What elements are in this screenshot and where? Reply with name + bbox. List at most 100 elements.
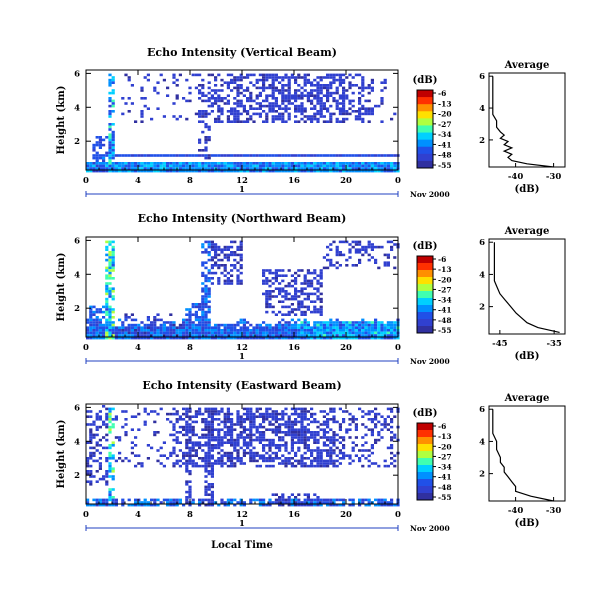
heatmap-cell (111, 425, 115, 429)
heatmap-cell (361, 248, 365, 251)
heatmap-cell (310, 167, 314, 170)
heatmap-cell (338, 331, 342, 335)
heatmap-cell (108, 240, 112, 244)
heatmap-cell (89, 457, 93, 460)
heatmap-cell (345, 428, 349, 431)
heatmap-cell (287, 76, 291, 79)
heatmap-cell (182, 425, 186, 429)
colorbar-swatch (417, 479, 433, 487)
heatmap-cell (306, 501, 310, 504)
heatmap-cell (310, 334, 314, 337)
heatmap-cell (204, 292, 208, 296)
heatmap-cell (265, 117, 269, 121)
heatmap-cell (137, 329, 141, 332)
heatmap-cell (329, 76, 333, 79)
heatmap-cell (367, 428, 371, 431)
heatmap-cell (89, 329, 93, 332)
heatmap-cell (364, 441, 368, 444)
heatmap-cell (358, 323, 362, 327)
heatmap-cell (316, 84, 320, 87)
heatmap-cell (191, 167, 195, 170)
heatmap-cell (175, 326, 179, 329)
heatmap-cell (236, 261, 240, 264)
heatmap-cell (105, 303, 109, 306)
heatmap-cell (118, 438, 122, 442)
heatmap-cell (274, 162, 278, 165)
heatmap-cell (95, 164, 99, 168)
heatmap-cell (162, 336, 166, 340)
heatmap-cell (111, 149, 115, 152)
heatmap-cell (316, 290, 320, 293)
heatmap-cell (198, 321, 202, 324)
heatmap-cell (207, 420, 211, 424)
heatmap-cell (223, 501, 227, 504)
heatmap-cell (156, 154, 160, 157)
heatmap-cell (233, 444, 237, 447)
heatmap-cell (313, 323, 317, 327)
heatmap-cell (223, 454, 227, 457)
heatmap-cell (306, 326, 310, 329)
heatmap-cell (322, 331, 326, 335)
heatmap-cell (316, 420, 320, 424)
heatmap-cell (262, 282, 266, 285)
heatmap-cell (278, 436, 282, 439)
heatmap-cell (380, 415, 384, 418)
heatmap-cell (214, 428, 218, 431)
heatmap-cell (335, 89, 339, 92)
heatmap-cell (210, 240, 214, 244)
heatmap-cell (201, 110, 205, 113)
heatmap-cell (281, 326, 285, 329)
heatmap-cell (361, 107, 365, 110)
heatmap-cell (95, 415, 99, 418)
heatmap-cell (287, 336, 291, 340)
heatmap-cell (220, 78, 224, 82)
heatmap-cell (92, 143, 96, 147)
heatmap-cell (319, 459, 323, 463)
heatmap-cell (156, 334, 160, 337)
heatmap-cell (92, 313, 96, 316)
heatmap-cell (329, 264, 333, 267)
heatmap-cell (172, 81, 176, 84)
heatmap-cell (89, 438, 93, 442)
heatmap-cell (249, 117, 253, 121)
heatmap-cell (274, 444, 278, 447)
heatmap-cell (364, 457, 368, 460)
heatmap-cell (95, 316, 99, 319)
heatmap-cell (262, 436, 266, 439)
heatmap-cell (162, 162, 166, 165)
heatmap-cell (89, 454, 93, 457)
heatmap-cell (111, 321, 115, 324)
heatmap-cell (172, 102, 176, 105)
heatmap-cell (239, 76, 243, 79)
heatmap-cell (86, 326, 90, 329)
heatmap-cell (316, 89, 320, 92)
heatmap-cell (175, 94, 179, 97)
heatmap-cell (124, 316, 128, 319)
heatmap-cell (130, 84, 134, 87)
heatmap-cell (319, 310, 323, 314)
heatmap-cell (207, 410, 211, 413)
heatmap-cell (278, 117, 282, 121)
heatmap-cell (361, 89, 365, 92)
heatmap-cell (201, 433, 205, 437)
heatmap-cell (236, 420, 240, 424)
heatmap-cell (217, 167, 221, 170)
heatmap-cell (114, 459, 118, 463)
heatmap-cell (236, 459, 240, 463)
heatmap-cell (95, 428, 99, 431)
heatmap-cell (332, 441, 336, 444)
heatmap-cell (233, 117, 237, 121)
heatmap-cell (348, 251, 352, 254)
heatmap-cell (217, 336, 221, 340)
heatmap-cell (252, 162, 256, 165)
heatmap-cell (290, 97, 294, 100)
heatmap-cell (354, 454, 358, 457)
heatmap-cell (364, 154, 368, 157)
heatmap-cell (335, 503, 339, 507)
colorbar-swatch (417, 111, 433, 119)
heatmap-cell (194, 415, 198, 418)
heatmap-cell (390, 164, 394, 168)
heatmap-cell (262, 501, 266, 504)
heatmap-cell (262, 164, 266, 168)
heatmap-cell (258, 164, 262, 168)
